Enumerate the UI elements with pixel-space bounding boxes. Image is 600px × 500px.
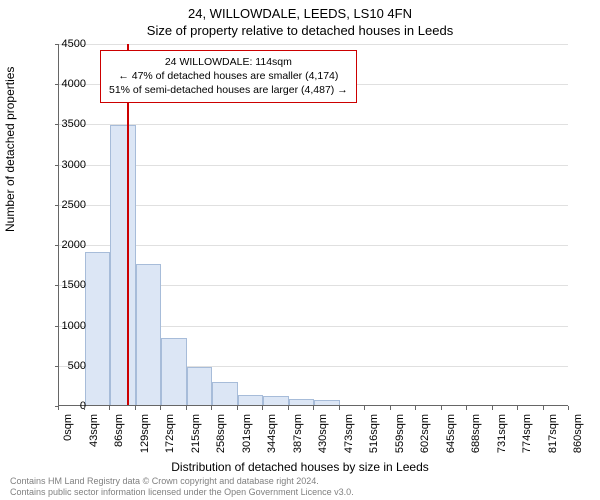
xtick-mark <box>109 406 110 410</box>
xtick-mark <box>441 406 442 410</box>
xtick-label: 860sqm <box>572 414 584 453</box>
histogram-bar <box>238 395 264 405</box>
ytick-label: 4500 <box>46 38 86 50</box>
ytick-label: 1000 <box>46 320 86 332</box>
y-axis-label: Number of detached properties <box>3 67 17 232</box>
xtick-mark <box>543 406 544 410</box>
xtick-mark <box>339 406 340 410</box>
xtick-label: 344sqm <box>266 414 278 453</box>
xtick-label: 215sqm <box>190 414 202 453</box>
histogram-bar <box>212 382 238 405</box>
xtick-label: 602sqm <box>419 414 431 453</box>
ytick-label: 1500 <box>46 279 86 291</box>
ytick-label: 2000 <box>46 239 86 251</box>
histogram-bar <box>110 125 136 405</box>
xtick-label: 688sqm <box>470 414 482 453</box>
annotation-line: ← 47% of detached houses are smaller (4,… <box>109 69 348 83</box>
xtick-mark <box>58 406 59 410</box>
xtick-label: 645sqm <box>445 414 457 453</box>
xtick-label: 129sqm <box>139 414 151 453</box>
ytick-label: 2500 <box>46 199 86 211</box>
annotation-line: 24 WILLOWDALE: 114sqm <box>109 55 348 69</box>
chart-title-sub: Size of property relative to detached ho… <box>0 21 600 38</box>
histogram-bar <box>161 338 187 405</box>
xtick-label: 43sqm <box>88 414 100 447</box>
xtick-mark <box>84 406 85 410</box>
xtick-mark <box>288 406 289 410</box>
ytick-label: 3500 <box>46 118 86 130</box>
xtick-label: 86sqm <box>113 414 125 447</box>
xtick-label: 774sqm <box>521 414 533 453</box>
xtick-mark <box>415 406 416 410</box>
histogram-bar <box>263 396 289 405</box>
footer-attribution: Contains HM Land Registry data © Crown c… <box>10 476 354 499</box>
xtick-mark <box>211 406 212 410</box>
xtick-mark <box>568 406 569 410</box>
xtick-label: 817sqm <box>547 414 559 453</box>
xtick-mark <box>135 406 136 410</box>
xtick-mark <box>466 406 467 410</box>
xtick-mark <box>237 406 238 410</box>
xtick-label: 430sqm <box>317 414 329 453</box>
histogram-bar <box>136 264 162 405</box>
ytick-label: 500 <box>46 360 86 372</box>
footer-line-2: Contains public sector information licen… <box>10 487 354 498</box>
xtick-label: 516sqm <box>368 414 380 453</box>
ytick-label: 0 <box>46 400 86 412</box>
xtick-label: 731sqm <box>496 414 508 453</box>
ytick-label: 4000 <box>46 78 86 90</box>
xtick-label: 559sqm <box>394 414 406 453</box>
xtick-mark <box>186 406 187 410</box>
histogram-bar <box>289 399 315 405</box>
xtick-mark <box>390 406 391 410</box>
xtick-label: 172sqm <box>164 414 176 453</box>
xtick-mark <box>313 406 314 410</box>
annotation-box: 24 WILLOWDALE: 114sqm← 47% of detached h… <box>100 50 357 103</box>
histogram-bar <box>314 400 340 405</box>
xtick-mark <box>262 406 263 410</box>
gridline <box>59 44 568 45</box>
xtick-label: 301sqm <box>241 414 253 453</box>
xtick-label: 387sqm <box>292 414 304 453</box>
xtick-mark <box>517 406 518 410</box>
chart-title-main: 24, WILLOWDALE, LEEDS, LS10 4FN <box>0 0 600 21</box>
histogram-bar <box>187 367 213 405</box>
xtick-mark <box>492 406 493 410</box>
histogram-bar <box>85 252 111 405</box>
ytick-label: 3000 <box>46 159 86 171</box>
xtick-mark <box>364 406 365 410</box>
x-axis-label: Distribution of detached houses by size … <box>0 460 600 474</box>
xtick-label: 258sqm <box>215 414 227 453</box>
footer-line-1: Contains HM Land Registry data © Crown c… <box>10 476 354 487</box>
xtick-label: 473sqm <box>343 414 355 453</box>
xtick-mark <box>160 406 161 410</box>
annotation-line: 51% of semi-detached houses are larger (… <box>109 83 348 97</box>
xtick-label: 0sqm <box>62 414 74 441</box>
